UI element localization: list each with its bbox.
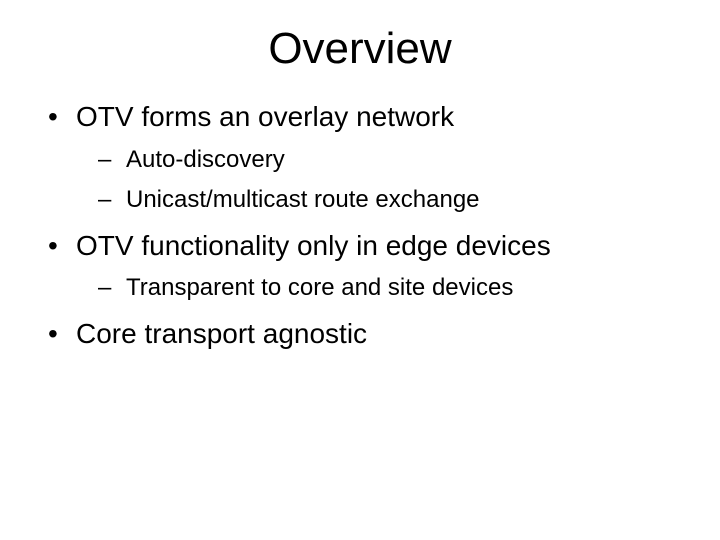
bullet-list-level-2: Auto-discovery Unicast/multicast route e… <box>76 144 680 217</box>
bullet-text: OTV forms an overlay network <box>76 101 454 132</box>
sub-bullet-text: Transparent to core and site devices <box>126 274 513 301</box>
slide-title: Overview <box>40 24 680 74</box>
bullet-item: Core transport agnostic <box>40 315 680 353</box>
bullet-item: OTV functionality only in edge devices T… <box>40 227 680 305</box>
bullet-item: OTV forms an overlay network Auto-discov… <box>40 98 680 217</box>
sub-bullet-text: Auto-discovery <box>126 146 285 173</box>
bullet-list-level-2: Transparent to core and site devices <box>76 272 680 304</box>
sub-bullet-item: Transparent to core and site devices <box>76 272 680 304</box>
bullet-text: Core transport agnostic <box>76 318 367 349</box>
sub-bullet-text: Unicast/multicast route exchange <box>126 186 480 213</box>
sub-bullet-item: Unicast/multicast route exchange <box>76 184 680 216</box>
bullet-list-level-1: OTV forms an overlay network Auto-discov… <box>40 98 680 353</box>
sub-bullet-item: Auto-discovery <box>76 144 680 176</box>
bullet-text: OTV functionality only in edge devices <box>76 230 551 261</box>
